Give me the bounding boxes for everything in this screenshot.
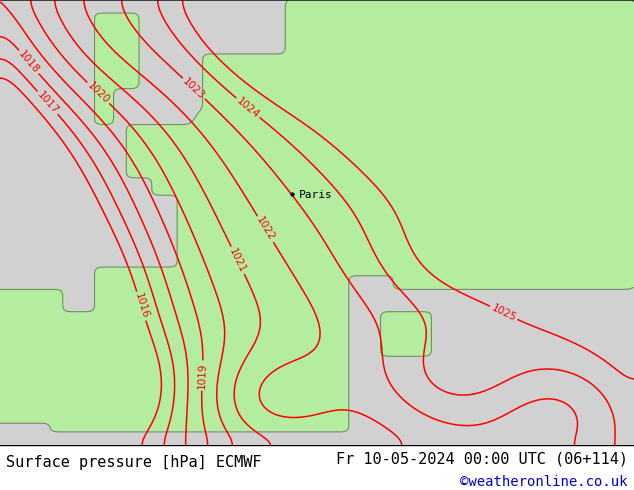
- Text: 1022: 1022: [254, 215, 276, 243]
- Text: ©weatheronline.co.uk: ©weatheronline.co.uk: [460, 475, 628, 489]
- Text: 1020: 1020: [86, 80, 111, 106]
- Text: Paris: Paris: [299, 190, 333, 200]
- Text: 1021: 1021: [228, 246, 248, 274]
- Text: 1023: 1023: [181, 76, 207, 101]
- Text: 1025: 1025: [489, 303, 518, 323]
- Text: 1024: 1024: [235, 96, 261, 120]
- Text: 1018: 1018: [16, 49, 41, 75]
- Text: 1019: 1019: [197, 362, 208, 389]
- Text: Surface pressure [hPa] ECMWF: Surface pressure [hPa] ECMWF: [6, 455, 262, 469]
- Text: 1017: 1017: [35, 90, 60, 116]
- Text: 1016: 1016: [133, 292, 150, 320]
- Text: Fr 10-05-2024 00:00 UTC (06+114): Fr 10-05-2024 00:00 UTC (06+114): [335, 452, 628, 467]
